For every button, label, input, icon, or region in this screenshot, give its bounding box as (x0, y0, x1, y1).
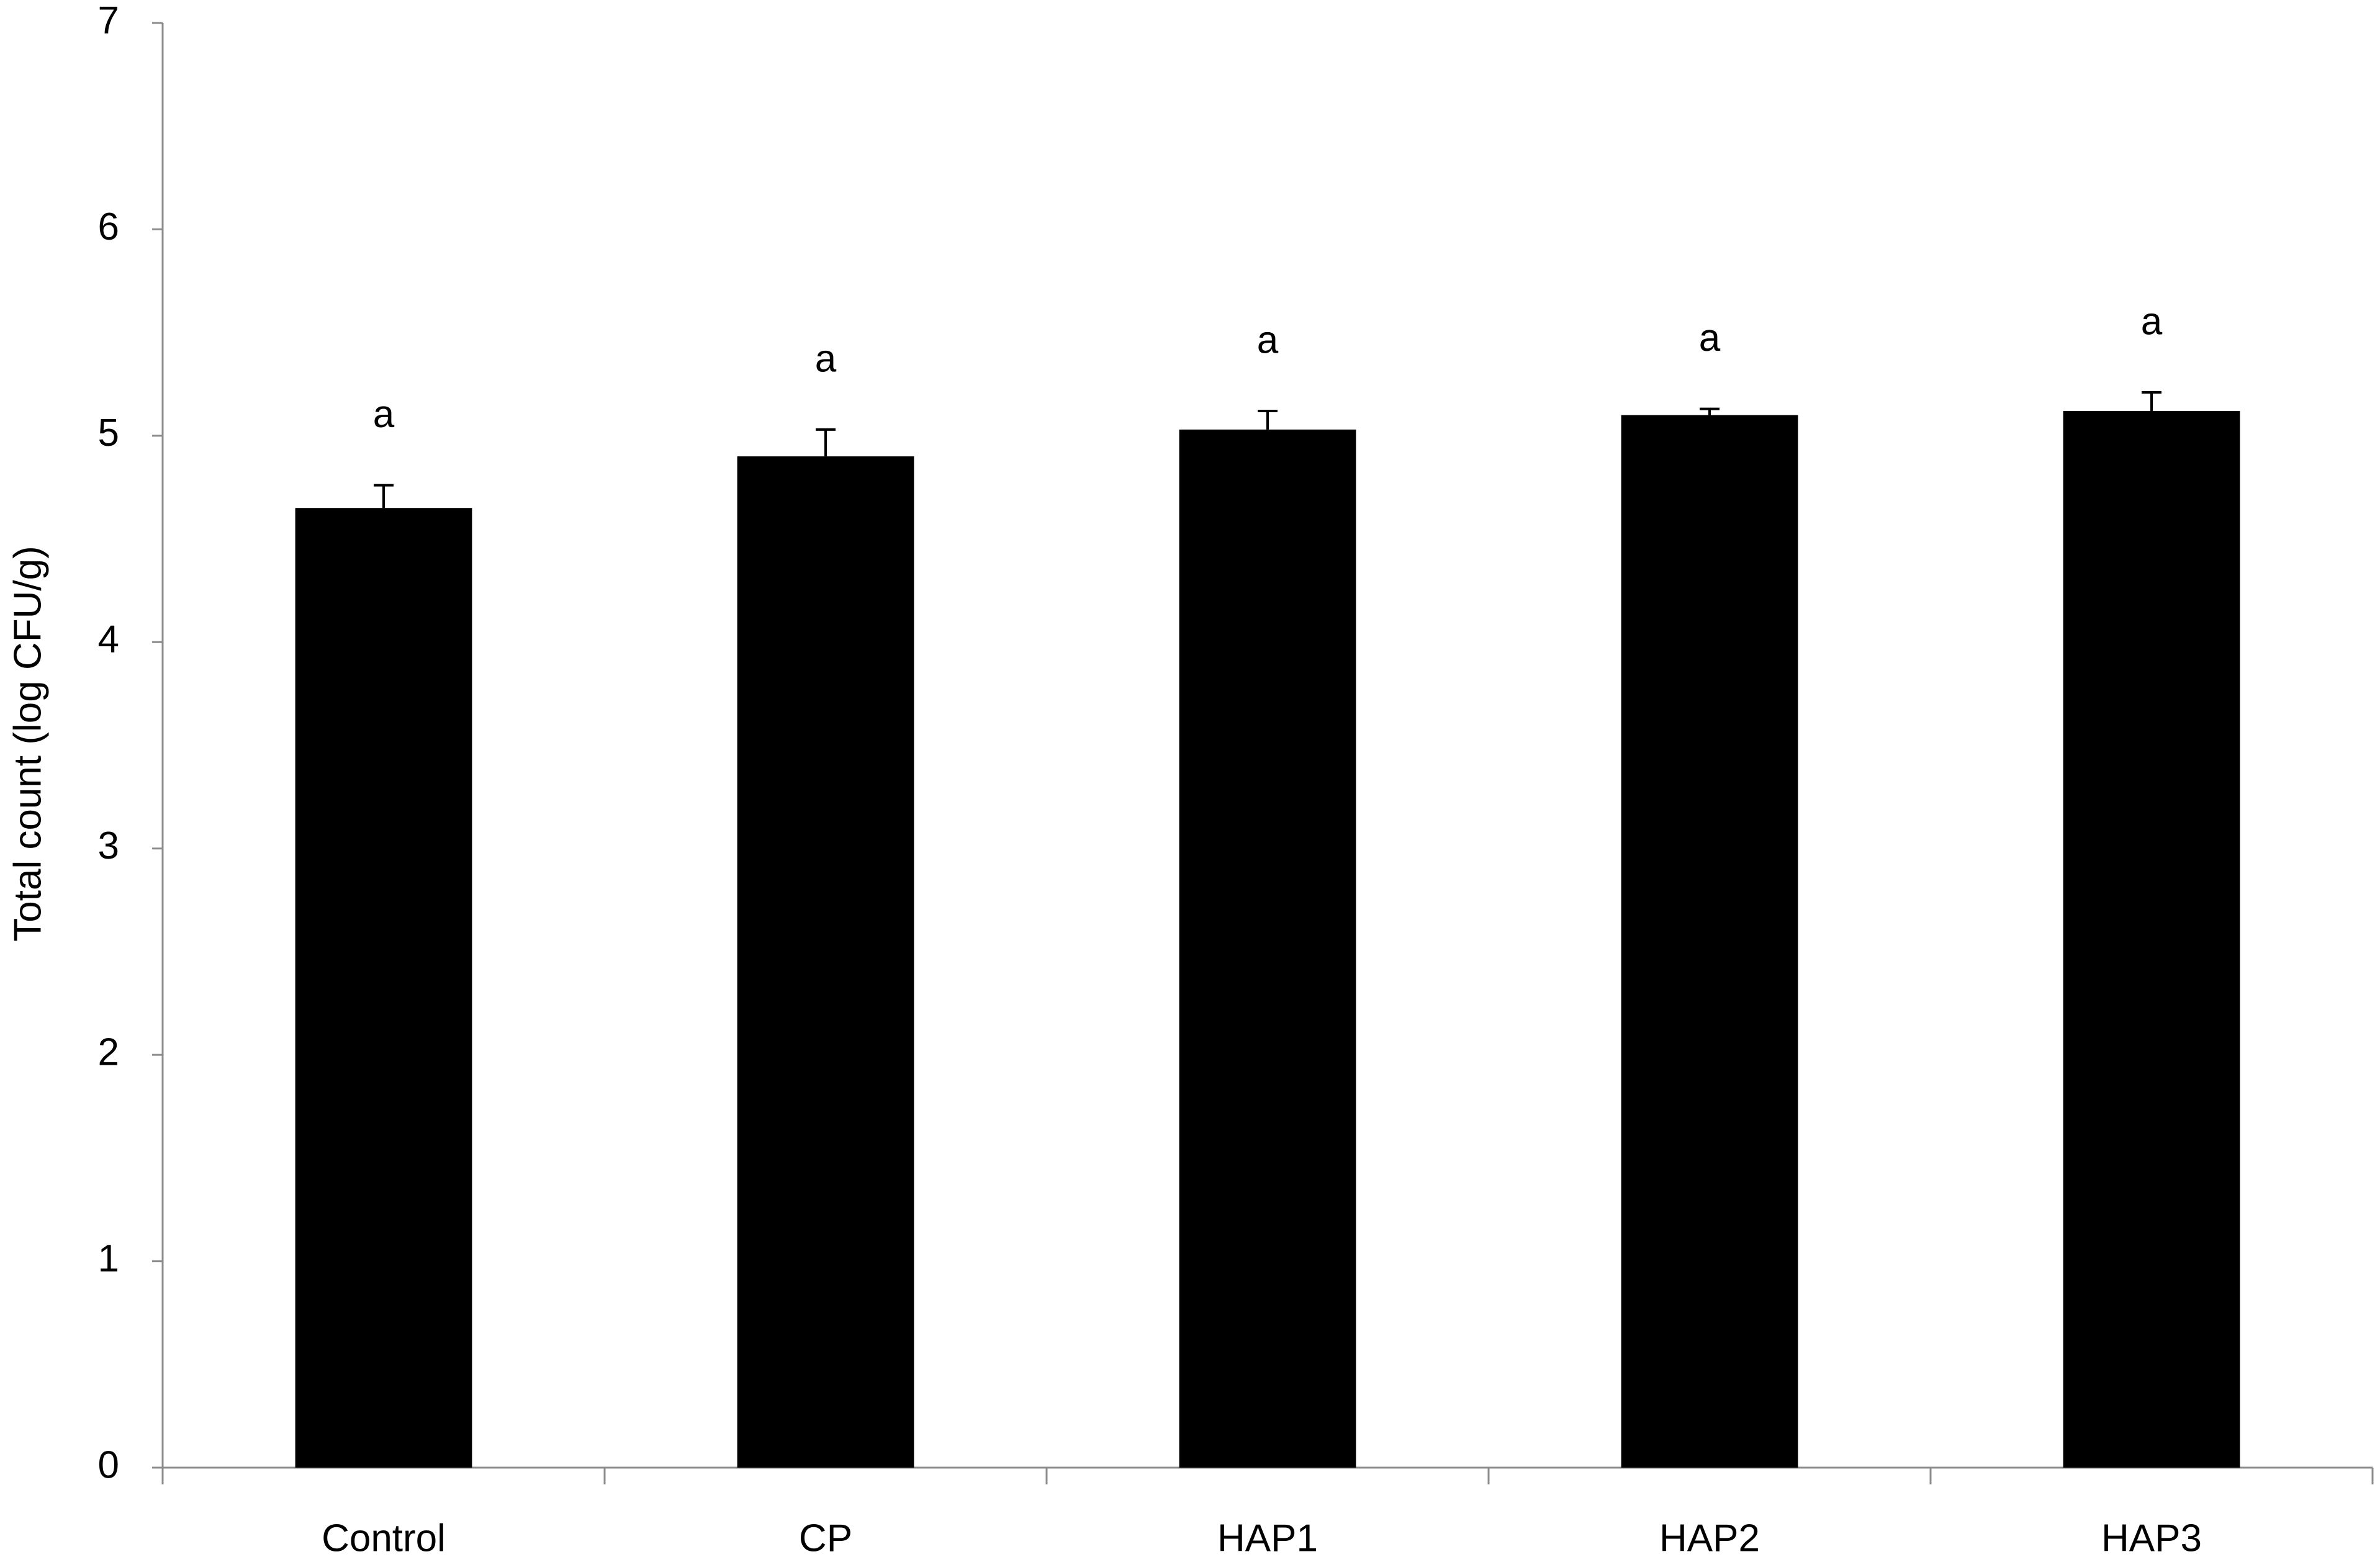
bar (1621, 415, 1798, 1468)
y-tick-label: 4 (98, 618, 119, 661)
significance-letter: a (815, 337, 837, 380)
y-tick-label: 0 (98, 1443, 119, 1486)
x-tick-label: CP (799, 1517, 852, 1560)
significance-letter: a (1699, 317, 1721, 359)
bar (737, 456, 914, 1468)
y-tick-label: 7 (98, 0, 119, 42)
significance-letter: a (373, 393, 395, 436)
bar (2063, 410, 2240, 1468)
y-tick-label: 3 (98, 824, 119, 867)
y-tick-label: 6 (98, 205, 119, 248)
significance-letter: a (1257, 318, 1279, 361)
y-axis-label: Total count (log CFU/g) (6, 546, 49, 941)
x-tick-label: Control (322, 1517, 446, 1560)
bar (1179, 429, 1356, 1468)
significance-letter: a (2141, 300, 2163, 343)
x-tick-label: HAP2 (1659, 1517, 1760, 1560)
x-tick-label: HAP1 (1217, 1517, 1318, 1560)
y-tick-label: 5 (98, 412, 119, 454)
y-tick-label: 1 (98, 1237, 119, 1280)
x-tick-label: HAP3 (2101, 1517, 2202, 1560)
y-tick-label: 2 (98, 1031, 119, 1074)
bar (295, 508, 472, 1468)
